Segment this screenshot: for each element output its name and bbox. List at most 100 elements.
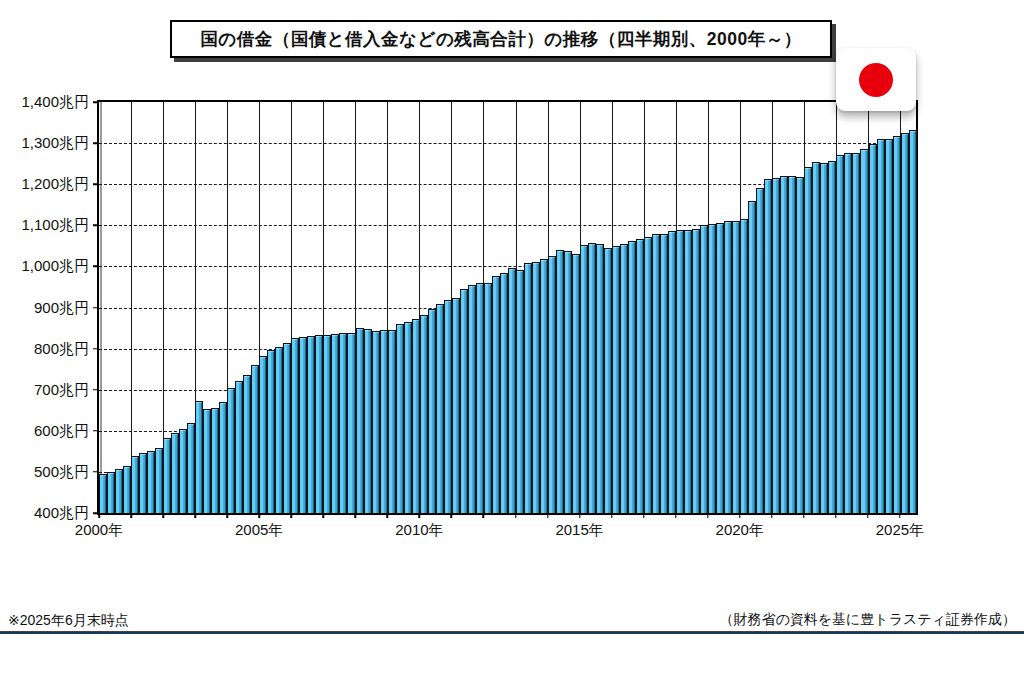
bar <box>139 453 147 513</box>
y-tick <box>93 430 99 432</box>
y-tick-label: 1,200兆円 <box>21 175 89 194</box>
y-tick <box>93 225 99 227</box>
bar <box>115 469 123 513</box>
bar <box>484 283 492 513</box>
bar <box>692 229 700 513</box>
chart-title-box: 国の借金（国債と借入金などの残高合計）の推移（四半期別、2000年～） <box>170 20 832 58</box>
bar <box>556 250 564 513</box>
bar <box>644 237 652 513</box>
bar <box>772 178 780 513</box>
japan-flag-circle <box>859 63 893 97</box>
bar <box>195 401 203 513</box>
y-tick <box>93 471 99 473</box>
page-title: 国の借金（国債と借入金などの残高合計）の推移（四半期別、2000年～） <box>200 27 801 51</box>
x-tick-label: 2025年 <box>876 521 924 540</box>
x-tick <box>130 513 132 518</box>
bar <box>251 365 259 513</box>
bar <box>131 456 139 513</box>
bar <box>123 466 131 513</box>
bar <box>604 248 612 513</box>
bar <box>740 219 748 513</box>
bar <box>764 179 772 513</box>
bar <box>187 423 195 513</box>
bar <box>596 244 604 513</box>
y-tick-label: 1,400兆円 <box>21 93 89 112</box>
bar <box>155 448 163 513</box>
x-tick <box>675 513 677 518</box>
bar <box>452 298 460 513</box>
bar <box>700 225 708 513</box>
bar <box>339 333 347 513</box>
bar <box>380 330 388 513</box>
x-tick <box>419 513 421 518</box>
y-tick <box>93 266 99 268</box>
y-tick <box>93 183 99 185</box>
y-tick-label: 800兆円 <box>34 339 89 358</box>
x-tick <box>515 513 517 518</box>
bar <box>388 330 396 513</box>
bar <box>724 221 732 513</box>
x-tick <box>579 513 581 518</box>
x-tick <box>611 513 613 518</box>
bar <box>909 130 917 513</box>
x-tick <box>835 513 837 518</box>
bar-series <box>99 102 916 513</box>
x-tick <box>162 513 164 518</box>
y-tick <box>93 389 99 391</box>
bar <box>307 336 315 513</box>
bar <box>860 149 868 513</box>
bar <box>372 331 380 513</box>
bar <box>612 246 620 513</box>
bar <box>428 309 436 513</box>
bar <box>620 244 628 513</box>
x-tick <box>451 513 453 518</box>
bar <box>364 329 372 513</box>
bar <box>780 176 788 513</box>
y-tick-label: 700兆円 <box>34 380 89 399</box>
x-tick <box>355 513 357 518</box>
bar <box>844 153 852 513</box>
x-tick <box>387 513 389 518</box>
bar <box>420 315 428 514</box>
y-tick <box>93 142 99 144</box>
bar <box>107 472 115 513</box>
bar <box>820 163 828 513</box>
footer-note-source: （財務省の資料を基に豊トラスティ証券作成） <box>719 611 1016 629</box>
bar <box>668 231 676 513</box>
bar <box>404 322 412 513</box>
bar <box>147 451 155 513</box>
footer-note-asof: ※2025年6月末時点 <box>8 612 129 630</box>
bar <box>716 223 724 513</box>
bar <box>227 388 235 513</box>
x-tick-label: 2015年 <box>555 521 603 540</box>
bar <box>580 245 588 513</box>
bar <box>347 333 355 513</box>
bar <box>219 402 227 513</box>
bar <box>331 334 339 513</box>
plot-area: 400兆円500兆円600兆円700兆円800兆円900兆円1,000兆円1,1… <box>97 100 918 515</box>
y-tick-label: 500兆円 <box>34 462 89 481</box>
bar <box>756 188 764 513</box>
bar <box>708 224 716 513</box>
bar <box>869 144 877 513</box>
bar <box>492 276 500 513</box>
y-tick <box>93 348 99 350</box>
y-tick-label: 900兆円 <box>34 298 89 317</box>
bar <box>211 408 219 513</box>
bar <box>436 304 444 513</box>
bar <box>299 337 307 513</box>
bar <box>748 201 756 513</box>
bar <box>877 139 885 513</box>
bar <box>885 139 893 513</box>
y-tick <box>93 307 99 309</box>
x-tick-label: 2000年 <box>75 521 123 540</box>
bar <box>852 153 860 513</box>
bar <box>828 161 836 513</box>
bar <box>572 254 580 513</box>
bar <box>548 256 556 513</box>
x-tick <box>323 513 325 518</box>
x-tick-label: 2005年 <box>235 521 283 540</box>
x-tick <box>707 513 709 518</box>
x-tick <box>194 513 196 518</box>
y-tick <box>93 101 99 103</box>
